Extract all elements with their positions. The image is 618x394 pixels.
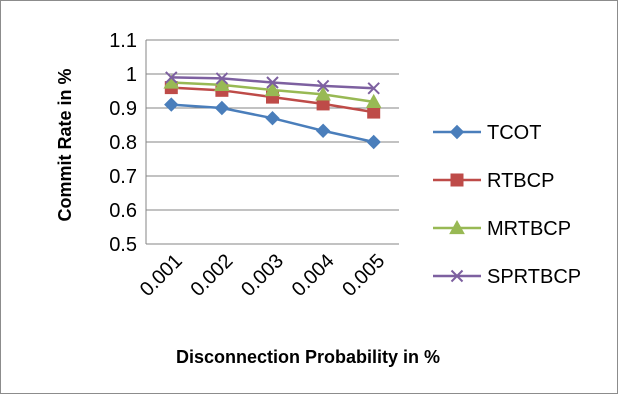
data-point xyxy=(165,71,178,84)
x-tick-label: 0.001 xyxy=(136,250,187,301)
data-point xyxy=(315,86,331,101)
data-point xyxy=(366,134,381,150)
series-mrtbcp xyxy=(163,74,382,108)
legend-label: TCOT xyxy=(487,122,541,144)
data-point xyxy=(215,72,229,85)
y-tick-label: 1 xyxy=(126,64,137,86)
legend-marker xyxy=(449,219,465,235)
data-point xyxy=(367,82,380,95)
legend-label: SPRTBCP xyxy=(487,266,581,288)
data-point xyxy=(266,76,279,89)
x-axis-title: Disconnection Probability in % xyxy=(176,347,440,367)
series-sprtbcp xyxy=(165,71,380,95)
legend-marker xyxy=(449,124,465,140)
legend-item: MRTBCP xyxy=(433,218,571,240)
y-tick-label: 0.8 xyxy=(109,132,137,154)
series-lines xyxy=(163,71,382,150)
y-tick-label: 0.5 xyxy=(109,234,137,256)
y-axis-title: Commit Rate in % xyxy=(55,68,75,221)
legend-label: MRTBCP xyxy=(487,218,571,240)
y-tick-label: 0.7 xyxy=(109,166,137,188)
x-tick-label: 0.004 xyxy=(288,250,339,301)
x-tick-label: 0.003 xyxy=(237,250,288,301)
x-tick-label: 0.002 xyxy=(186,250,237,301)
data-point xyxy=(164,97,179,112)
x-tick-label: 0.005 xyxy=(338,250,389,301)
x-tick-labels: 0.001 0.002 0.003 0.004 0.005 xyxy=(136,250,389,301)
legend-marker xyxy=(450,173,464,187)
y-tick-labels: 0.5 0.6 0.7 0.8 0.9 1 1.1 xyxy=(109,30,137,256)
legend-label: RTBCP xyxy=(487,170,554,192)
y-tick-label: 0.9 xyxy=(109,98,137,120)
data-point xyxy=(365,93,382,108)
data-point xyxy=(316,79,330,93)
y-tick-label: 0.6 xyxy=(109,200,137,222)
gridlines xyxy=(145,39,399,245)
data-point xyxy=(265,110,280,126)
legend-item: TCOT xyxy=(433,122,541,144)
y-tick-label: 1.1 xyxy=(109,30,137,52)
data-point xyxy=(214,76,230,91)
data-point xyxy=(264,81,281,97)
legend-item: SPRTBCP xyxy=(433,266,581,288)
legend: TCOT RTBCP MRTBCP SPRTBCP xyxy=(433,122,581,288)
data-point xyxy=(315,123,331,138)
data-point xyxy=(214,100,230,116)
legend-item: RTBCP xyxy=(433,170,554,192)
series-tcot xyxy=(164,97,381,150)
legend-marker xyxy=(450,269,464,283)
